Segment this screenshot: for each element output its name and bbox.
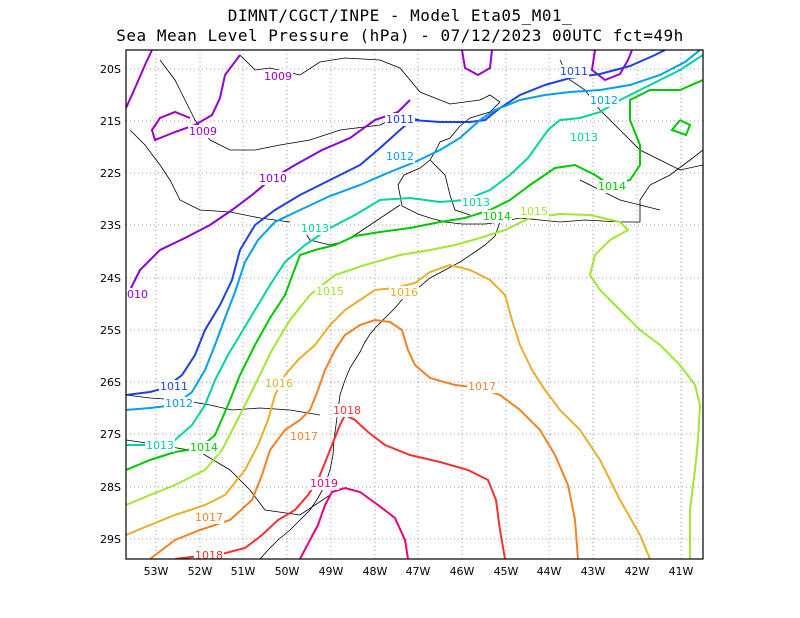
longitude-tick-label: 49W — [319, 565, 344, 578]
isobar-label-background — [461, 196, 491, 209]
longitude-tick-label: 41W — [669, 565, 694, 578]
isobar-label-background — [194, 511, 224, 524]
isobar-label-background — [159, 380, 189, 393]
isobar-label: 1012 — [386, 150, 414, 163]
isobar-label: 1012 — [590, 94, 618, 107]
isobar-1010 — [126, 99, 411, 299]
isobar-label-background — [519, 205, 549, 218]
isobar-label-background — [300, 222, 330, 235]
isobar-label: 1010 — [259, 172, 287, 185]
isobar-label: 1017 — [290, 430, 318, 443]
isobar-label: 1017 — [195, 511, 223, 524]
isobar-label-background — [385, 150, 415, 163]
longitude-tick-label: 44W — [537, 565, 562, 578]
latitude-tick-labels: 20S 21S 22S 23S 24S 25S 26S 27S 28S 29S — [100, 63, 121, 546]
isobar-label-background — [145, 439, 175, 452]
isobar-label-background — [264, 377, 294, 390]
isobar-label-background — [467, 380, 497, 393]
isobar-label-background — [263, 70, 293, 83]
isobar-label: 1013 — [462, 196, 490, 209]
isobar-1013 — [126, 54, 703, 446]
latitude-tick-label: 21S — [100, 115, 121, 128]
isobar-label-background — [332, 404, 362, 417]
isobar-label: 1011 — [160, 380, 188, 393]
longitude-tick-label: 51W — [231, 565, 256, 578]
plot-frame — [125, 49, 704, 560]
latitude-tick-label: 20S — [100, 63, 121, 76]
longitude-tick-label: 53W — [144, 565, 169, 578]
isobar-label: 1014 — [483, 210, 511, 223]
isobar-label-background — [385, 113, 415, 126]
isobar-label: 1013 — [301, 222, 329, 235]
latitude-tick-label: 24S — [100, 272, 121, 285]
longitude-tick-label: 52W — [188, 565, 213, 578]
coastline-borders — [126, 54, 703, 559]
isobar-label: 1019 — [310, 477, 338, 490]
isobar-label: 1015 — [520, 205, 548, 218]
isobar-label: 1015 — [316, 285, 344, 298]
isobar-1012 — [126, 50, 701, 411]
longitude-tick-label: 47W — [406, 565, 431, 578]
isobar-label-background — [597, 180, 627, 193]
latitude-tick-label: 27S — [100, 428, 121, 441]
isobar-label-background — [589, 94, 619, 107]
isobar-label: 1018 — [333, 404, 361, 417]
isobar-label: 1017 — [468, 380, 496, 393]
isobar-label: 1016 — [265, 377, 293, 390]
isobar-label-background — [289, 430, 319, 443]
isobar-label-background — [188, 125, 218, 138]
isobar-label-background — [482, 210, 512, 223]
latitude-tick-label: 26S — [100, 376, 121, 389]
isobar-label: 1016 — [390, 286, 418, 299]
isobar-1017 — [149, 318, 579, 559]
isobar-label-background — [389, 286, 419, 299]
longitude-tick-label: 43W — [581, 565, 606, 578]
isobar-label-background — [315, 285, 345, 298]
longitude-tick-label: 46W — [450, 565, 475, 578]
isobar-label-background — [559, 65, 589, 78]
isobar-label-background — [164, 397, 194, 410]
map-title-line2: Sea Mean Level Pressure (hPa) - 07/12/20… — [116, 26, 684, 45]
isobar-labels: 1009 1009 1010 1010 1011 1011 1011 1012 1012 1012… — [120, 65, 627, 562]
isobar-label: 1010 — [120, 288, 148, 301]
isobar-label-background — [126, 288, 149, 301]
isobar-label-background — [569, 131, 599, 144]
map-title-line1: DIMNT/CGCT/INPE - Model Eta05_M01_ — [227, 6, 573, 25]
latitude-tick-label: 25S — [100, 324, 121, 337]
isobar-label: 1009 — [189, 125, 217, 138]
isobars — [126, 50, 703, 559]
isobar-label: 1013 — [146, 439, 174, 452]
isobar-label-background — [189, 441, 219, 454]
longitude-tick-label: 50W — [275, 565, 300, 578]
isobar-1009 — [461, 50, 493, 77]
latitude-tick-label: 28S — [100, 481, 121, 494]
longitude-tick-label: 42W — [625, 565, 650, 578]
isobar-1014 — [670, 119, 692, 137]
isobar-label: 1013 — [570, 131, 598, 144]
isobar-label: 1009 — [264, 70, 292, 83]
isobar-label: 1011 — [560, 65, 588, 78]
isobar-1019 — [299, 486, 409, 559]
isobar-label: 1014 — [598, 180, 626, 193]
latitude-tick-label: 23S — [100, 219, 121, 232]
latitude-tick-label: 22S — [100, 167, 121, 180]
isobar-label: 1011 — [386, 113, 414, 126]
isobar-1009 — [590, 50, 633, 82]
isobar-1018 — [174, 413, 506, 559]
isobar-label-background — [194, 549, 224, 559]
isobar-1009 — [150, 54, 241, 142]
longitude-tick-label: 48W — [363, 565, 388, 578]
longitude-tick-label: 45W — [494, 565, 519, 578]
longitude-tick-labels: 53W 52W 51W 50W 49W 48W 47W 46W 45W 44W 43W 42W 41W — [144, 565, 694, 578]
isobar-1011 — [126, 50, 666, 396]
isobar-1009 — [126, 50, 153, 109]
latitude-tick-label: 29S — [100, 533, 121, 546]
isobar-label: 1014 — [190, 441, 218, 454]
isobar-label-background — [258, 172, 288, 185]
isobar-label: 1018 — [195, 549, 223, 562]
isobar-1014 — [126, 79, 703, 471]
isobar-label-background — [309, 477, 339, 490]
isobar-label: 1012 — [165, 397, 193, 410]
